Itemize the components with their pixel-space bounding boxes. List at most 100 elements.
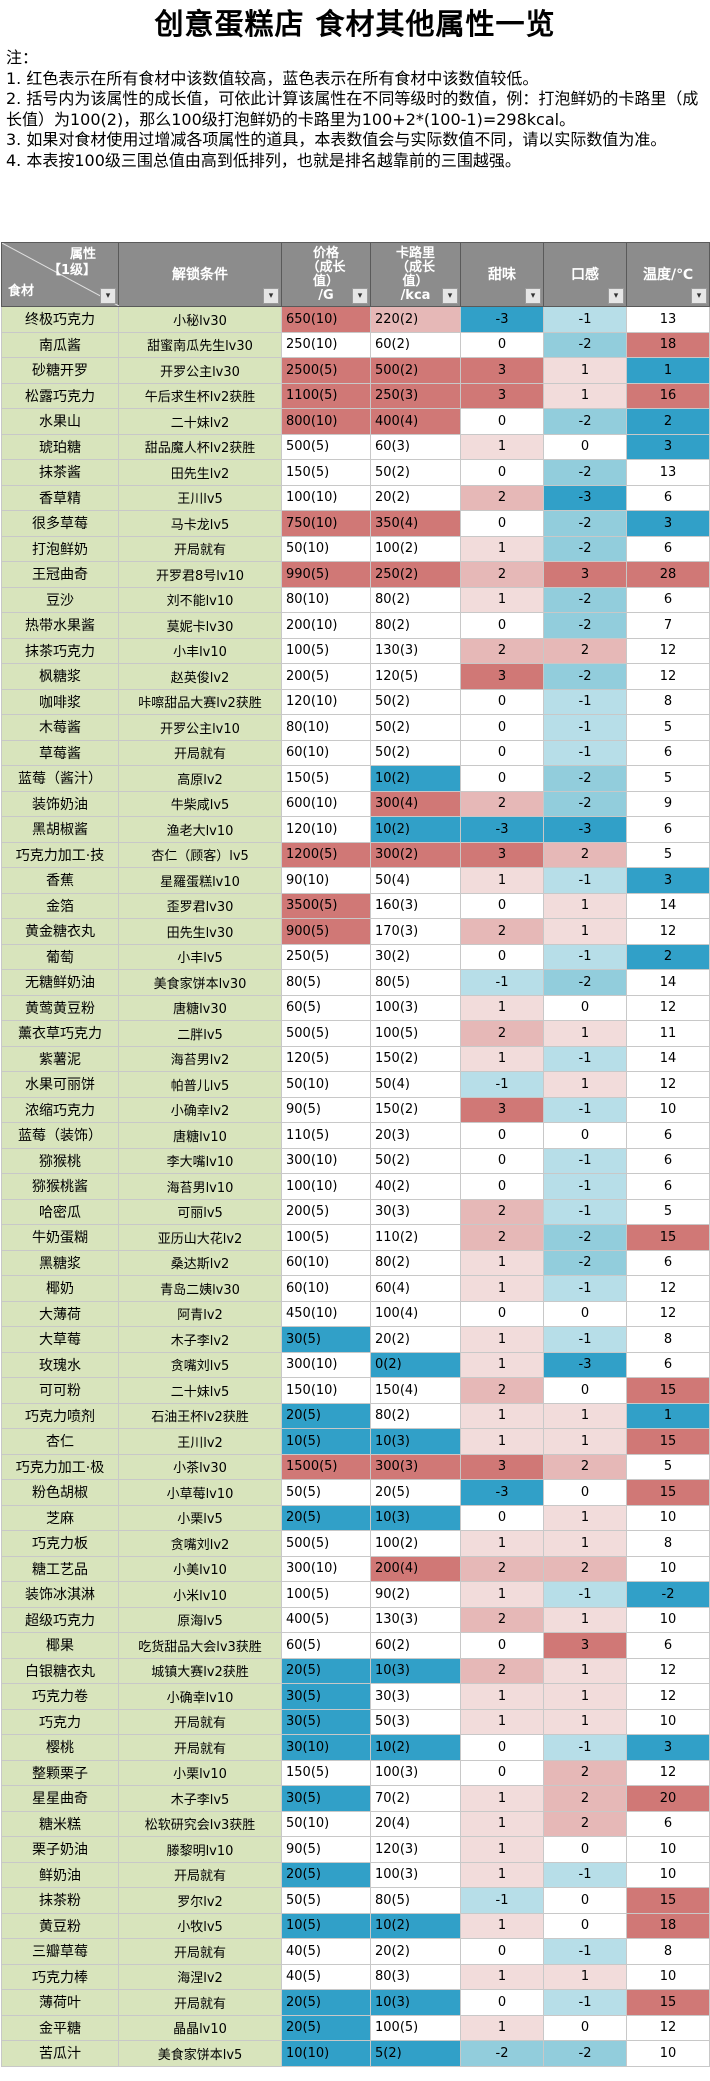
texture-cell: 0 [543,2014,627,2041]
calorie-cell: 100(3) [370,1861,461,1888]
temperature-cell: 6 [626,1351,710,1378]
unlock-condition: 小草莓lv10 [118,1479,282,1506]
ingredient-name: 香蕉 [1,867,119,894]
filter-dropdown-icon[interactable]: ▾ [442,288,458,304]
temperature-cell: 12 [626,1657,710,1684]
temperature-cell: 16 [626,382,710,409]
texture-cell: -3 [543,816,627,843]
temperature-cell: 12 [626,2014,710,2041]
unlock-condition: 二十妹lv5 [118,1377,282,1404]
sweetness-cell: 1 [460,1402,544,1429]
temperature-cell: -2 [626,1581,710,1608]
temperature-cell: 14 [626,1045,710,1072]
table-row: 终极巧克力 小秘lv30 650(10) 220(2) -3 -1 13 [1,306,710,333]
sweetness-cell: 2 [460,484,544,511]
unlock-condition: 甜蜜南瓜先生lv30 [118,331,282,358]
price-cell: 50(10) [281,535,371,562]
unlock-condition: 美食家饼本lv5 [118,2040,282,2067]
texture-cell: -2 [543,408,627,435]
texture-cell: -1 [543,1938,627,1965]
price-cell: 90(5) [281,1836,371,1863]
ingredient-name: 抹茶粉 [1,1887,119,1914]
sweetness-cell: 2 [460,1555,544,1582]
note-4: 4. 本表按100级三围总值由高到低排列，也就是排名越靠前的三围越强。 [6,150,521,170]
temperature-cell: 15 [626,1479,710,1506]
price-cell: 80(5) [281,969,371,996]
filter-dropdown-icon[interactable]: ▾ [608,288,624,304]
table-row: 抹茶粉 罗尔lv2 50(5) 80(5) -1 0 15 [1,1887,710,1914]
ingredient-name: 椰奶 [1,1275,119,1302]
calorie-cell: 10(2) [370,1912,461,1939]
texture-cell: -1 [543,1989,627,2016]
table-row: 芝麻 小栗lv5 20(5) 10(3) 0 1 10 [1,1504,710,1531]
sweetness-cell: 1 [460,1275,544,1302]
temperature-cell: 12 [626,1300,710,1327]
texture-cell: 0 [543,1479,627,1506]
sweetness-cell: -3 [460,306,544,333]
table-row: 糖米糕 松软研究会lv3获胜 50(10) 20(4) 1 2 6 [1,1810,710,1837]
price-cell: 120(5) [281,1045,371,1072]
note-3: 3. 如果对食材使用过增减各项属性的道具，本表数值会与实际数值不同，请以实际数值… [6,130,667,150]
ingredient-name: 王冠曲奇 [1,561,119,588]
texture-cell: 0 [543,1377,627,1404]
price-cell: 90(10) [281,867,371,894]
table-row: 椰奶 青岛二姨lv30 60(10) 60(4) 1 -1 12 [1,1275,710,1302]
price-cell: 30(5) [281,1683,371,1710]
texture-cell: 3 [543,1632,627,1659]
filter-dropdown-icon[interactable]: ▾ [100,288,116,304]
price-cell: 80(10) [281,586,371,613]
filter-dropdown-icon[interactable]: ▾ [525,288,541,304]
price-cell: 500(5) [281,433,371,460]
sweetness-cell: -1 [460,969,544,996]
unlock-condition: 开局就有 [118,1989,282,2016]
texture-cell: 1 [543,1530,627,1557]
price-cell: 120(10) [281,688,371,715]
filter-dropdown-icon[interactable]: ▾ [691,288,707,304]
temperature-cell: 6 [626,1810,710,1837]
price-cell: 750(10) [281,510,371,537]
table-row: 三瓣草莓 开局就有 40(5) 20(2) 0 -1 8 [1,1938,710,1965]
temperature-cell: 3 [626,867,710,894]
calorie-cell: 20(2) [370,1326,461,1353]
texture-cell: -2 [543,2040,627,2067]
sweetness-cell: 0 [460,714,544,741]
price-cell: 30(10) [281,1734,371,1761]
unlock-condition: 开局就有 [118,739,282,766]
texture-cell: -3 [543,1351,627,1378]
unlock-condition: 小美lv10 [118,1555,282,1582]
calorie-cell: 100(5) [370,1020,461,1047]
calorie-cell: 50(2) [370,714,461,741]
notes: 注： 1. 红色表示在所有食材中该数值较高，蓝色表示在所有食材中该数值较低。 2… [0,48,710,242]
table-row: 香蕉 星羅蛋糕lv10 90(10) 50(4) 1 -1 3 [1,867,710,894]
price-cell: 650(10) [281,306,371,333]
table-row: 木莓酱 开罗公主lv10 80(10) 50(2) 0 -1 5 [1,714,710,741]
price-cell: 100(10) [281,484,371,511]
price-cell: 150(10) [281,1377,371,1404]
ingredient-name: 金箔 [1,892,119,919]
table-row: 金平糖 晶晶lv10 20(5) 100(5) 1 0 12 [1,2014,710,2041]
calorie-cell: 120(5) [370,663,461,690]
ingredient-name: 巧克力 [1,1708,119,1735]
filter-dropdown-icon[interactable]: ▾ [263,288,279,304]
price-cell: 20(5) [281,1989,371,2016]
ingredient-name: 粉色胡椒 [1,1479,119,1506]
calorie-cell: 5(2) [370,2040,461,2067]
unlock-condition: 小确幸lv10 [118,1683,282,1710]
texture-cell: 0 [543,1912,627,1939]
texture-cell: 0 [543,1887,627,1914]
ingredient-name: 蓝莓（酱汁） [1,765,119,792]
ingredient-name: 木莓酱 [1,714,119,741]
filter-dropdown-icon[interactable]: ▾ [352,288,368,304]
temperature-cell: 10 [626,1708,710,1735]
calorie-cell: 20(2) [370,1938,461,1965]
unlock-condition: 海苔男lv10 [118,1173,282,1200]
temperature-cell: 13 [626,306,710,333]
sweetness-cell: 0 [460,408,544,435]
price-cell: 110(5) [281,1122,371,1149]
unlock-condition: 歪罗君lv30 [118,892,282,919]
ingredient-name: 草莓酱 [1,739,119,766]
unlock-condition: 滕黎明lv10 [118,1836,282,1863]
calorie-cell: 250(2) [370,561,461,588]
calorie-cell: 220(2) [370,306,461,333]
temperature-cell: 8 [626,1938,710,1965]
